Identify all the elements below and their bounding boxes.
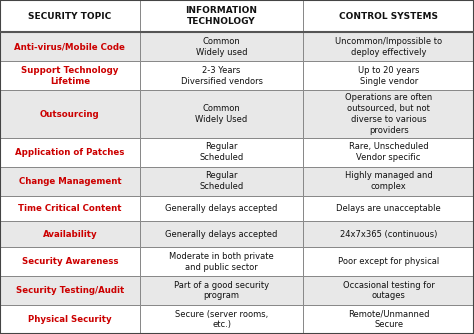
Bar [140, 32, 303, 61]
Text: 24x7x365 (continuous): 24x7x365 (continuous) [340, 230, 438, 239]
Bar [303, 196, 474, 221]
Text: Part of a good security
program: Part of a good security program [174, 281, 269, 301]
Text: INFORMATION
TECHNOLOGY: INFORMATION TECHNOLOGY [186, 6, 257, 26]
Bar [140, 247, 303, 276]
Text: CONTROL SYSTEMS: CONTROL SYSTEMS [339, 12, 438, 21]
Text: Up to 20 years
Single vendor: Up to 20 years Single vendor [358, 66, 419, 86]
Bar [303, 0, 474, 32]
Bar [140, 305, 303, 334]
Bar [0, 90, 140, 138]
Text: Poor except for physical: Poor except for physical [338, 257, 439, 266]
Text: Anti-virus/Mobile Code: Anti-virus/Mobile Code [15, 42, 125, 51]
Bar [303, 32, 474, 61]
Bar [0, 221, 140, 247]
Text: Secure (server rooms,
etc.): Secure (server rooms, etc.) [175, 310, 268, 329]
Bar [140, 138, 303, 167]
Bar [140, 196, 303, 221]
Text: Application of Patches: Application of Patches [15, 148, 125, 157]
Text: Rare, Unscheduled
Vendor specific: Rare, Unscheduled Vendor specific [349, 143, 428, 162]
Bar [303, 221, 474, 247]
Bar [303, 90, 474, 138]
Bar [140, 276, 303, 305]
Text: Outsourcing: Outsourcing [40, 110, 100, 119]
Bar [140, 0, 303, 32]
Text: Remote/Unmanned
Secure: Remote/Unmanned Secure [348, 310, 429, 329]
Bar [0, 0, 140, 32]
Bar [303, 305, 474, 334]
Bar [0, 32, 140, 61]
Text: Time Critical Content: Time Critical Content [18, 204, 122, 213]
Text: Common
Widely Used: Common Widely Used [195, 104, 248, 124]
Text: Highly managed and
complex: Highly managed and complex [345, 171, 433, 191]
Bar [303, 276, 474, 305]
Bar [140, 90, 303, 138]
Bar [0, 276, 140, 305]
Bar [0, 305, 140, 334]
Text: Generally delays accepted: Generally delays accepted [165, 230, 278, 239]
Text: SECURITY TOPIC: SECURITY TOPIC [28, 12, 111, 21]
Text: Physical Security: Physical Security [28, 315, 112, 324]
Bar [0, 247, 140, 276]
Text: Operations are often
outsourced, but not
diverse to various
providers: Operations are often outsourced, but not… [345, 94, 432, 135]
Bar [0, 167, 140, 196]
Bar [0, 138, 140, 167]
Text: Regular
Scheduled: Regular Scheduled [200, 171, 244, 191]
Bar [303, 167, 474, 196]
Text: Delays are unacceptable: Delays are unacceptable [337, 204, 441, 213]
Bar [140, 167, 303, 196]
Text: Security Testing/Audit: Security Testing/Audit [16, 286, 124, 295]
Text: Availability: Availability [43, 230, 97, 239]
Text: Support Technology
Lifetime: Support Technology Lifetime [21, 66, 118, 86]
Bar [0, 61, 140, 90]
Text: Common
Widely used: Common Widely used [196, 37, 247, 57]
Text: Generally delays accepted: Generally delays accepted [165, 204, 278, 213]
Text: Moderate in both private
and public sector: Moderate in both private and public sect… [169, 252, 274, 272]
Bar [303, 138, 474, 167]
Bar [303, 61, 474, 90]
Text: Security Awareness: Security Awareness [22, 257, 118, 266]
Text: Uncommon/Impossible to
deploy effectively: Uncommon/Impossible to deploy effectivel… [335, 37, 442, 57]
Text: 2-3 Years
Diversified vendors: 2-3 Years Diversified vendors [181, 66, 263, 86]
Text: Occasional testing for
outages: Occasional testing for outages [343, 281, 435, 301]
Bar [303, 247, 474, 276]
Bar [140, 221, 303, 247]
Text: Regular
Scheduled: Regular Scheduled [200, 143, 244, 162]
Text: Change Management: Change Management [18, 177, 121, 186]
Bar [140, 61, 303, 90]
Bar [0, 196, 140, 221]
